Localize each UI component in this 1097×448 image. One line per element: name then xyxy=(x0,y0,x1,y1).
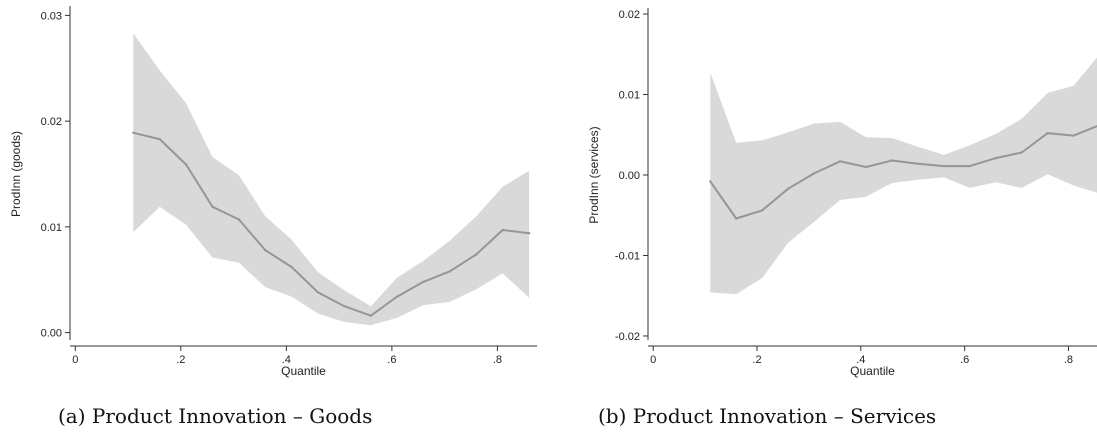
services-x-tick-label: .8 xyxy=(1064,354,1073,366)
goods-data-point xyxy=(316,291,320,294)
goods-y-tick-label: 0.02 xyxy=(41,116,62,128)
goods-data-point xyxy=(448,270,452,273)
services-data-point xyxy=(761,209,764,212)
services-x-tick-label: 0 xyxy=(650,354,656,366)
services-x-tick-label: .2 xyxy=(752,354,761,366)
services-confidence-band xyxy=(710,57,1097,295)
services-y-tick-label: -0.01 xyxy=(615,250,640,262)
services-data-point xyxy=(1020,151,1023,154)
goods-y-tick-label: 0.00 xyxy=(41,328,62,340)
caption-services: (b) Product Innovation – Services xyxy=(598,404,937,428)
services-data-point xyxy=(916,162,920,165)
goods-data-point xyxy=(264,248,267,252)
goods-x-tick-label: .4 xyxy=(282,354,291,366)
services-data-point xyxy=(890,159,894,162)
goods-data-point xyxy=(184,163,188,166)
goods-x-tick-label: .6 xyxy=(387,354,396,366)
services-data-point xyxy=(942,164,946,168)
services-data-point xyxy=(838,160,842,163)
services-y-tick-label: 0.00 xyxy=(619,170,640,182)
goods-data-point xyxy=(158,137,161,141)
goods-y-tick-label: 0.01 xyxy=(41,222,62,234)
services-y-tick-label: -0.02 xyxy=(615,331,640,343)
goods-data-point xyxy=(396,295,399,298)
goods-data-point xyxy=(211,205,214,208)
goods-y-tick-label: 0.03 xyxy=(41,10,62,22)
goods-x-axis-label: Quantile xyxy=(281,364,326,378)
goods-y-axis-label: ProdInn (goods) xyxy=(9,131,23,217)
goods-data-point xyxy=(237,218,241,221)
goods-data-point xyxy=(422,280,425,283)
figure-canvas: 0.00 0.01 0.02 0.03 0 .2 .4 .6 .8 Quantile ProdInn… xyxy=(9,6,1097,378)
goods-x-tick-label: .8 xyxy=(493,354,502,366)
services-y-tick-label: 0.02 xyxy=(619,9,640,21)
services-data-point xyxy=(864,165,868,169)
goods-x-tick-label: .2 xyxy=(176,354,185,366)
goods-x-tick-label: 0 xyxy=(72,354,78,366)
goods-data-point xyxy=(501,228,504,232)
goods-data-point xyxy=(369,314,372,317)
services-y-tick-label: 0.01 xyxy=(619,90,640,102)
services-data-point xyxy=(709,180,712,183)
services-x-axis-label: Quantile xyxy=(850,364,895,378)
services-data-point xyxy=(787,187,790,190)
goods-confidence-band xyxy=(133,33,530,326)
goods-data-point xyxy=(290,265,293,269)
caption-goods: (a) Product Innovation – Goods xyxy=(58,404,373,428)
services-data-point xyxy=(968,164,971,168)
goods-estimate-line xyxy=(133,131,530,317)
panel-services: -0.02 -0.01 0.00 0.01 0.02 0 .2 .4 .6 .8 Quantile P… xyxy=(587,8,1097,378)
services-x-tick-label: .4 xyxy=(856,354,865,366)
goods-data-point xyxy=(132,131,135,134)
goods-data-point xyxy=(475,253,478,256)
services-y-axis-label: ProdInn (services) xyxy=(587,126,601,223)
services-data-point xyxy=(1072,134,1075,137)
services-data-point xyxy=(994,156,997,160)
goods-data-point xyxy=(343,305,346,308)
panel-goods: 0.00 0.01 0.02 0.03 0 .2 .4 .6 .8 Quantile ProdInn… xyxy=(9,6,537,378)
services-data-point xyxy=(735,217,738,220)
services-x-tick-label: .6 xyxy=(960,354,969,366)
goods-data-point xyxy=(527,232,531,235)
services-estimate-line xyxy=(709,125,1097,220)
services-data-point xyxy=(1046,131,1049,135)
services-data-point xyxy=(812,172,816,175)
